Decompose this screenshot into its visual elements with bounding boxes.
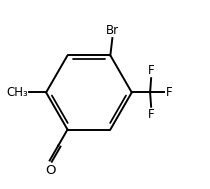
Text: F: F bbox=[148, 108, 154, 121]
Text: F: F bbox=[166, 86, 172, 99]
Text: CH₃: CH₃ bbox=[6, 86, 28, 99]
Text: Br: Br bbox=[106, 24, 119, 37]
Text: O: O bbox=[45, 164, 55, 177]
Text: F: F bbox=[148, 64, 154, 77]
